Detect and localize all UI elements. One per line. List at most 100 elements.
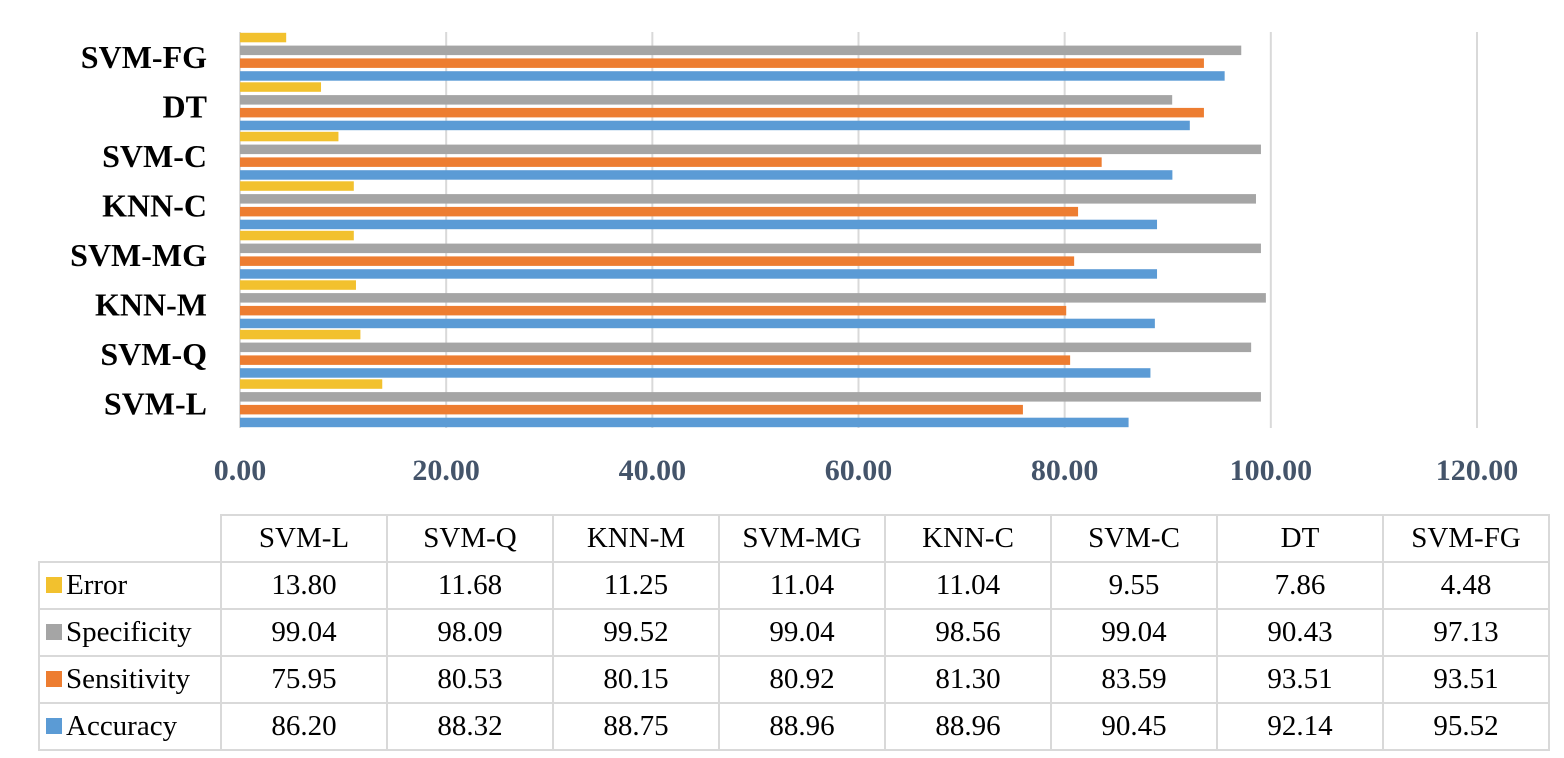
legend-entry: Specificity xyxy=(38,608,222,657)
x-tick-label: 0.00 xyxy=(214,454,267,487)
bar-chart: SVM-LSVM-QKNN-MSVM-MGKNN-CSVM-CDTSVM-FG … xyxy=(70,32,1519,487)
legend-label: Specificity xyxy=(66,616,192,648)
category-label: KNN-C xyxy=(102,187,207,223)
table-cell: 86.20 xyxy=(220,702,388,751)
legend-entry: Sensitivity xyxy=(38,655,222,704)
x-tick-label: 60.00 xyxy=(825,454,893,487)
legend-swatch xyxy=(46,624,62,641)
table-cell: 11.68 xyxy=(386,561,554,610)
table-cell: 13.80 xyxy=(220,561,388,610)
bar-error-knn-m xyxy=(240,280,356,290)
table-cell: 83.59 xyxy=(1050,655,1218,704)
table-cell: 80.92 xyxy=(718,655,886,704)
legend-entry: Error xyxy=(38,561,222,610)
table-row: Error 13.80 11.68 11.25 11.04 11.04 9.55 7.86 4.… xyxy=(38,561,1550,610)
table-cell: 93.51 xyxy=(1382,655,1550,704)
category-label: SVM-Q xyxy=(100,336,207,372)
table-column-header: SVM-L xyxy=(220,514,388,563)
bar-accuracy-svm-q xyxy=(240,368,1151,378)
bar-sensitivity-knn-m xyxy=(240,305,1067,316)
legend-label: Accuracy xyxy=(66,710,178,742)
table-cell: 88.96 xyxy=(884,702,1052,751)
table-column-header: KNN-M xyxy=(552,514,720,563)
table-cell: 9.55 xyxy=(1050,561,1218,610)
table-column-header: SVM-C xyxy=(1050,514,1218,563)
bar-specificity-svm-c xyxy=(240,144,1261,155)
legend-label: Error xyxy=(66,569,128,601)
table-cell: 99.04 xyxy=(220,608,388,657)
x-tick-label: 40.00 xyxy=(619,454,687,487)
table-row: Accuracy 86.20 88.32 88.75 88.96 88.96 90.45 92… xyxy=(38,702,1550,751)
legend-swatch xyxy=(46,671,62,688)
bar-sensitivity-knn-c xyxy=(240,206,1079,217)
table-cell: 88.32 xyxy=(386,702,554,751)
table-cell: 11.25 xyxy=(552,561,720,610)
bar-specificity-svm-fg xyxy=(240,45,1242,56)
bar-error-svm-fg xyxy=(240,32,287,43)
table-body: Error 13.80 11.68 11.25 11.04 11.04 9.55 7.86 4.… xyxy=(38,561,1550,751)
table-cell: 7.86 xyxy=(1216,561,1384,610)
category-label: SVM-C xyxy=(102,138,207,174)
table-cell: 95.52 xyxy=(1382,702,1550,751)
table-cell: 99.04 xyxy=(1050,608,1218,657)
bar-error-svm-mg xyxy=(240,230,354,241)
table-cell: 92.14 xyxy=(1216,702,1384,751)
x-tick-label: 20.00 xyxy=(412,454,480,487)
table-row: Sensitivity 75.95 80.53 80.15 80.92 81.30 83.5… xyxy=(38,655,1550,704)
bar-error-knn-c xyxy=(240,181,354,191)
table-cell: 99.04 xyxy=(718,608,886,657)
bar-sensitivity-dt xyxy=(240,107,1204,118)
table-cell: 88.96 xyxy=(718,702,886,751)
table-column-header: DT xyxy=(1216,514,1384,563)
bar-specificity-knn-c xyxy=(240,194,1256,204)
legend-label: Sensitivity xyxy=(66,663,191,695)
data-table: SVM-L SVM-Q KNN-M SVM-MG KNN-C SVM-C DT SVM-FG … xyxy=(38,514,1550,751)
legend-entry: Accuracy xyxy=(38,702,222,751)
table-cell: 80.53 xyxy=(386,655,554,704)
category-label: SVM-MG xyxy=(70,237,207,273)
table-column-header: KNN-C xyxy=(884,514,1052,563)
table-cell: 81.30 xyxy=(884,655,1052,704)
x-axis-tick-labels: 0.00 20.00 40.00 60.00 80.00 100.00 120.00 xyxy=(214,454,1519,487)
legend-swatch xyxy=(46,718,62,735)
bar-error-svm-c xyxy=(240,131,339,142)
bar-accuracy-knn-c xyxy=(240,219,1158,230)
bar-sensitivity-svm-fg xyxy=(240,58,1204,68)
category-label: KNN-M xyxy=(95,286,207,322)
table-cell: 97.13 xyxy=(1382,608,1550,657)
x-tick-label: 120.00 xyxy=(1436,454,1519,487)
table-cell: 98.09 xyxy=(386,608,554,657)
table-cell: 75.95 xyxy=(220,655,388,704)
table-header-row: SVM-L SVM-Q KNN-M SVM-MG KNN-C SVM-C DT SVM-FG xyxy=(39,514,1550,563)
table-cell: 11.04 xyxy=(718,561,886,610)
bars xyxy=(240,32,1266,428)
table-cell: 4.48 xyxy=(1382,561,1550,610)
table-cell: 99.52 xyxy=(552,608,720,657)
category-label: SVM-FG xyxy=(81,39,207,75)
bar-sensitivity-svm-q xyxy=(240,355,1071,365)
table-cell: 11.04 xyxy=(884,561,1052,610)
bar-error-svm-q xyxy=(240,329,361,340)
bar-specificity-dt xyxy=(240,95,1173,105)
table-column-header: SVM-FG xyxy=(1382,514,1550,563)
bar-error-dt xyxy=(240,82,322,92)
x-tick-label: 100.00 xyxy=(1230,454,1313,487)
table-column-header: SVM-Q xyxy=(386,514,554,563)
bar-error-svm-l xyxy=(240,379,383,389)
table-cell: 90.43 xyxy=(1216,608,1384,657)
bar-accuracy-knn-m xyxy=(240,318,1155,329)
table-cell: 90.45 xyxy=(1050,702,1218,751)
x-tick-label: 80.00 xyxy=(1031,454,1099,487)
bar-sensitivity-svm-c xyxy=(240,157,1102,167)
category-label: DT xyxy=(163,88,207,124)
bar-specificity-svm-q xyxy=(240,342,1252,353)
table-corner xyxy=(39,515,222,563)
table-cell: 80.15 xyxy=(552,655,720,704)
table-cell: 88.75 xyxy=(552,702,720,751)
bar-specificity-svm-l xyxy=(240,392,1261,402)
legend-swatch xyxy=(46,577,62,594)
bar-accuracy-svm-fg xyxy=(240,71,1225,81)
category-labels: SVM-L SVM-Q KNN-M SVM-MG KNN-C SVM-C DT SVM-FG xyxy=(70,39,207,422)
bar-accuracy-svm-mg xyxy=(240,269,1158,279)
bar-accuracy-dt xyxy=(240,120,1190,131)
